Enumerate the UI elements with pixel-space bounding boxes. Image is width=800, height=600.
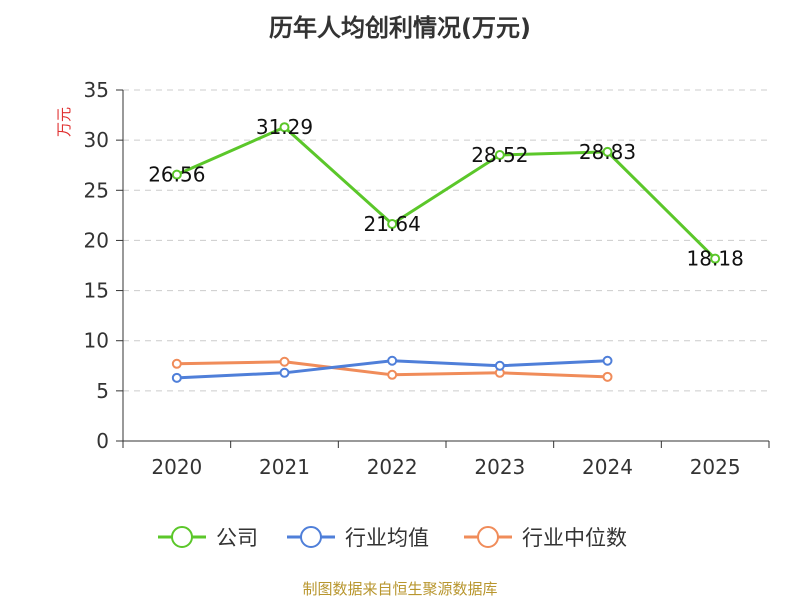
legend-label: 行业均值 xyxy=(345,526,429,550)
y-tick-label: 20 xyxy=(84,228,109,252)
data-point xyxy=(494,360,505,371)
y-tick-label: 35 xyxy=(84,78,109,102)
legend-label: 行业中位数 xyxy=(522,526,627,550)
legend-swatch-marker xyxy=(477,526,499,548)
data-point xyxy=(279,367,290,378)
data-point xyxy=(710,253,721,264)
series-line-0 xyxy=(176,125,717,260)
data-label: 18.18 xyxy=(687,247,744,271)
data-labels: 26.56 31.29 21.64 28.52 28.83 18.18 xyxy=(148,115,744,270)
legend: 公司 行业均值 行业中位数 xyxy=(158,526,627,550)
data-point xyxy=(602,355,613,366)
legend-swatch-marker xyxy=(300,526,322,548)
x-tick-label: 2023 xyxy=(474,455,525,479)
legend-label: 公司 xyxy=(216,526,258,550)
data-label: 26.56 xyxy=(148,163,205,187)
y-tick-label: 25 xyxy=(84,178,109,202)
y-tick-label: 10 xyxy=(84,329,109,353)
data-label: 21.64 xyxy=(364,212,421,236)
data-point xyxy=(387,355,398,366)
grid-lines xyxy=(123,89,769,392)
y-tick-label: 5 xyxy=(96,379,109,403)
y-tick-label: 0 xyxy=(96,429,109,453)
y-tick-label: 15 xyxy=(84,279,109,303)
data-point xyxy=(279,356,290,367)
y-axis-label: 万元 xyxy=(55,107,73,137)
data-point xyxy=(171,372,182,383)
series-layer xyxy=(171,122,721,383)
x-tick-label: 2025 xyxy=(690,455,741,479)
x-tick-label: 2022 xyxy=(367,455,418,479)
y-tick-label: 30 xyxy=(84,128,109,152)
source-note: 制图数据来自恒生聚源数据库 xyxy=(302,580,498,598)
data-label: 28.83 xyxy=(579,140,636,164)
chart-title: 历年人均创利情况(万元) xyxy=(269,14,531,42)
data-point xyxy=(279,122,290,133)
data-point xyxy=(171,169,182,180)
data-label: 31.29 xyxy=(256,115,313,139)
x-tick-label: 2024 xyxy=(582,455,633,479)
x-tick-label: 2021 xyxy=(259,455,310,479)
x-tick-label: 2020 xyxy=(151,455,202,479)
data-point xyxy=(602,146,613,157)
data-point xyxy=(602,371,613,382)
data-point xyxy=(387,218,398,229)
data-point xyxy=(171,358,182,369)
legend-swatch-marker xyxy=(171,526,193,548)
data-label: 28.52 xyxy=(471,143,528,167)
data-point xyxy=(494,149,505,160)
data-point xyxy=(387,369,398,380)
